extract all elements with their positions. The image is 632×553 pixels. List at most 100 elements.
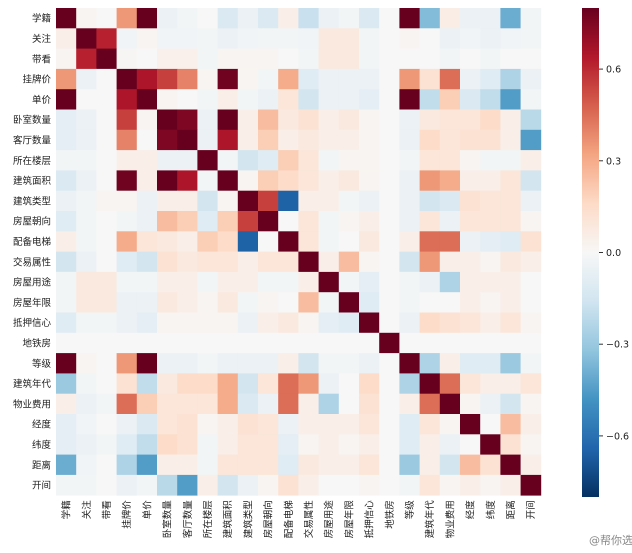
heatmap-cell <box>197 150 218 171</box>
heatmap-cell <box>136 129 158 151</box>
heatmap-cell <box>197 373 218 395</box>
heatmap-cell <box>76 129 97 151</box>
heatmap-cell <box>177 393 198 415</box>
heatmap-cell <box>419 271 441 293</box>
heatmap-cell <box>157 8 178 29</box>
x-tick-label: 配备电梯 <box>283 500 295 539</box>
heatmap-cell <box>298 353 319 374</box>
heatmap-cell <box>399 353 420 374</box>
heatmap-cell <box>217 393 239 415</box>
heatmap-cell <box>278 393 299 415</box>
heatmap-cell <box>298 190 319 212</box>
heatmap-cell <box>338 454 360 476</box>
heatmap-cell <box>359 292 380 313</box>
heatmap-cell <box>237 454 259 476</box>
heatmap-cell <box>278 373 299 395</box>
heatmap-cell <box>500 454 521 476</box>
heatmap-cell <box>237 353 259 374</box>
heatmap-cell <box>76 190 97 212</box>
heatmap-cell <box>237 68 259 90</box>
heatmap-cell <box>439 89 461 110</box>
heatmap-cell <box>318 48 340 70</box>
heatmap-cell <box>258 190 279 212</box>
heatmap-cell <box>136 251 158 273</box>
heatmap-cell <box>278 170 299 192</box>
heatmap-cell <box>338 474 360 496</box>
heatmap-cell <box>500 292 521 313</box>
heatmap-cell <box>338 332 360 354</box>
heatmap-cell <box>480 312 501 334</box>
heatmap-cell <box>96 109 117 131</box>
heatmap-cell <box>439 454 461 476</box>
heatmap-cell <box>258 454 279 476</box>
heatmap-cell <box>116 211 138 232</box>
heatmap-cell <box>298 414 319 435</box>
heatmap-cell <box>96 312 117 334</box>
heatmap-cell <box>278 89 299 110</box>
heatmap-cell <box>460 8 481 29</box>
heatmap-cell <box>298 393 319 415</box>
heatmap-cell <box>116 89 138 110</box>
x-tick-label: 建筑面积 <box>222 500 234 539</box>
heatmap-cell <box>359 109 380 131</box>
heatmap-cell <box>419 48 441 70</box>
heatmap-cell <box>157 434 178 455</box>
heatmap-cell <box>278 454 299 476</box>
heatmap-cell <box>379 434 400 455</box>
heatmap-cell <box>399 312 420 334</box>
heatmap-cell <box>76 474 97 496</box>
heatmap-cell <box>399 150 420 171</box>
heatmap-cell <box>318 89 340 110</box>
heatmap-cell <box>460 353 481 374</box>
heatmap-cell <box>56 251 77 273</box>
heatmap-cell <box>379 211 400 232</box>
heatmap-cell <box>379 170 400 192</box>
heatmap-cell <box>197 129 218 151</box>
heatmap-cell <box>56 434 77 455</box>
heatmap-cell <box>379 190 400 212</box>
heatmap-cell <box>96 393 117 415</box>
heatmap-cell <box>116 373 138 395</box>
heatmap-cell <box>379 68 400 90</box>
heatmap-cell <box>359 332 380 354</box>
heatmap-cell <box>439 170 461 192</box>
heatmap-cell <box>217 251 239 273</box>
heatmap-cell <box>500 393 521 415</box>
heatmap-cell <box>359 251 380 273</box>
heatmap-cell <box>237 251 259 273</box>
heatmap-cell <box>136 414 158 435</box>
heatmap-cell <box>298 292 319 313</box>
x-axis-labels: 学籍 关注 带看 挂牌价 单价 卧室数量 客厅数量 所在楼层 建筑面积 建筑类型 房屋朝向 配备电梯交… <box>61 500 538 539</box>
heatmap-cell <box>278 292 299 313</box>
heatmap-cell <box>399 170 420 192</box>
heatmap-cell <box>520 109 542 131</box>
heatmap-cell <box>197 28 218 49</box>
heatmap-cell <box>520 170 542 192</box>
heatmap-cell <box>399 231 420 252</box>
heatmap-cell <box>278 150 299 171</box>
heatmap-cell <box>480 454 501 476</box>
heatmap-cell <box>439 251 461 273</box>
heatmap-cell <box>439 48 461 70</box>
heatmap-cell <box>76 8 97 29</box>
heatmap-cell <box>399 28 420 49</box>
heatmap-cell <box>56 332 77 354</box>
heatmap-cell <box>96 434 117 455</box>
heatmap-cell <box>500 68 521 90</box>
heatmap-cell <box>298 170 319 192</box>
heatmap-cell <box>359 48 380 70</box>
heatmap-cell <box>419 292 441 313</box>
y-tick-label: 等级 <box>32 358 52 370</box>
heatmap-cell <box>298 109 319 131</box>
heatmap-cell <box>136 211 158 232</box>
heatmap-cell <box>136 8 158 29</box>
heatmap-cell <box>96 170 117 192</box>
heatmap-cell <box>96 28 117 49</box>
heatmap-cell <box>338 231 360 252</box>
heatmap-cell <box>500 332 521 354</box>
heatmap-cell <box>318 474 340 496</box>
heatmap-cell <box>359 393 380 415</box>
heatmap-cell <box>460 129 481 151</box>
heatmap-cell <box>217 414 239 435</box>
heatmap-cell <box>500 414 521 435</box>
